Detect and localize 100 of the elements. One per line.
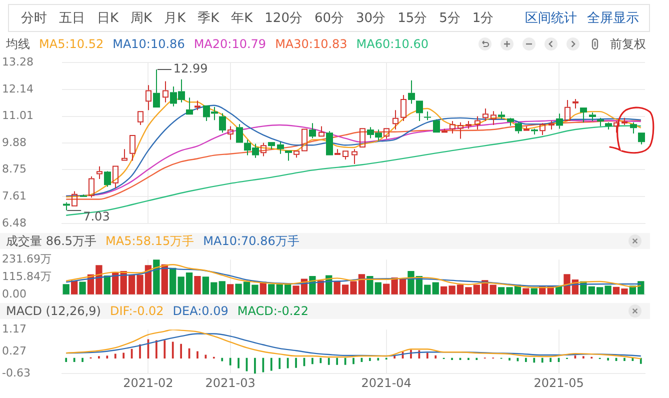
- y-tick-label: 0.27: [2, 344, 26, 358]
- legend-title: 均线: [6, 36, 30, 52]
- candlestick: [153, 68, 160, 108]
- line-series: [66, 268, 642, 287]
- candlestick: [597, 117, 604, 127]
- candlestick: [138, 111, 144, 126]
- candlestick: [564, 99, 570, 122]
- y-tick-label: 1.17: [2, 322, 26, 336]
- bar: [153, 260, 160, 294]
- text: 全屏显示: [587, 10, 639, 27]
- candlestick: [146, 84, 152, 111]
- candlestick: [416, 100, 423, 122]
- y-tick-label: 0.00: [2, 287, 26, 300]
- y-tick-label: 9.88: [2, 136, 26, 149]
- y-tick-label: -0.63: [2, 366, 30, 380]
- text: 前复权: [610, 36, 646, 52]
- candlestick: [589, 112, 596, 122]
- text: MA30:10.83: [275, 37, 348, 51]
- candlestick: [408, 80, 415, 104]
- text: 月K: [164, 10, 186, 27]
- candlestick: [400, 94, 406, 122]
- candlestick: [556, 113, 563, 130]
- bar: [227, 284, 234, 294]
- candlestick: [260, 142, 266, 157]
- candlestick: [130, 134, 136, 162]
- line-series: [66, 264, 642, 288]
- y-tick-label: 13.28: [2, 55, 34, 68]
- annotation: 7.03: [83, 210, 110, 224]
- candlestick: [580, 108, 587, 123]
- candlestick: [72, 190, 78, 206]
- candlestick: [507, 118, 514, 126]
- x-tick-label: 2021-05: [534, 376, 584, 390]
- candlestick: [219, 112, 226, 134]
- bar: [522, 288, 530, 294]
- candlestick: [548, 120, 554, 130]
- text: 周K: [130, 10, 152, 27]
- candlestick: [490, 110, 496, 126]
- series-label: MA5:58.15万手: [106, 232, 194, 250]
- text: MA10:10.86: [112, 37, 185, 51]
- candlestick: [392, 110, 398, 130]
- chart-title: MACD (12,26,9): [6, 304, 101, 318]
- y-tick-label: 6.48: [2, 216, 26, 230]
- bar: [218, 281, 226, 294]
- text: 年K: [231, 10, 253, 27]
- x-tick-label: 2021-04: [361, 376, 412, 390]
- candlestick: [638, 132, 645, 145]
- bar: [490, 284, 496, 294]
- candlestick: [326, 130, 333, 156]
- candlestick: [482, 108, 488, 122]
- text: MA60:10.60: [356, 37, 429, 51]
- text: 季K: [198, 10, 220, 27]
- candlestick: [309, 122, 316, 139]
- y-tick-label: 231.69万: [2, 252, 52, 266]
- x-tick-label: 2021-02: [123, 376, 174, 390]
- text: 15分: [398, 10, 428, 27]
- text: 区间统计: [525, 10, 577, 27]
- text: 日K: [97, 10, 119, 27]
- candlestick: [424, 111, 431, 121]
- candlestick: [540, 122, 546, 136]
- series-label: DIF:-0.02: [110, 304, 164, 318]
- candlestick: [458, 122, 464, 140]
- y-tick-label: 8.75: [2, 162, 26, 176]
- bar: [79, 282, 86, 294]
- candlestick: [277, 142, 284, 154]
- chart-title: 成交量 86.5万手: [6, 232, 97, 250]
- candlestick: [352, 148, 358, 165]
- candlestick: [186, 97, 193, 115]
- bar: [62, 284, 70, 294]
- candlestick: [162, 80, 168, 103]
- candlestick: [572, 98, 578, 109]
- text: 120分: [264, 10, 302, 27]
- candlestick: [96, 166, 102, 180]
- text: 五日: [59, 10, 85, 27]
- y-tick-label: 7.61: [2, 190, 26, 203]
- y-tick-label: 12.14: [2, 82, 34, 96]
- candlestick: [334, 148, 340, 155]
- bar: [194, 276, 201, 294]
- series-label: MA10:70.86万手: [203, 232, 300, 250]
- candlestick: [228, 126, 234, 140]
- text: 5分: [439, 10, 460, 27]
- annotation: 12.99: [173, 62, 208, 76]
- candlestick: [268, 142, 275, 150]
- candlestick: [433, 118, 440, 133]
- candlestick: [285, 150, 292, 162]
- text: 1分: [472, 10, 494, 27]
- y-tick-label: 11.01: [2, 109, 34, 122]
- candlestick: [294, 150, 300, 158]
- candlestick: [498, 111, 505, 120]
- text: MACD:-0.22: [237, 304, 308, 318]
- text: 分时: [21, 10, 47, 27]
- candlestick: [342, 150, 348, 160]
- text: 30分: [356, 10, 386, 27]
- text: MA5:10.52: [39, 37, 104, 51]
- bar: [530, 288, 538, 294]
- bar: [432, 282, 439, 294]
- text: MA20:10.79: [194, 37, 266, 51]
- candlestick: [112, 166, 118, 189]
- series-label: DEA:0.09: [172, 304, 228, 318]
- candlestick: [450, 120, 456, 134]
- candlestick: [318, 126, 324, 137]
